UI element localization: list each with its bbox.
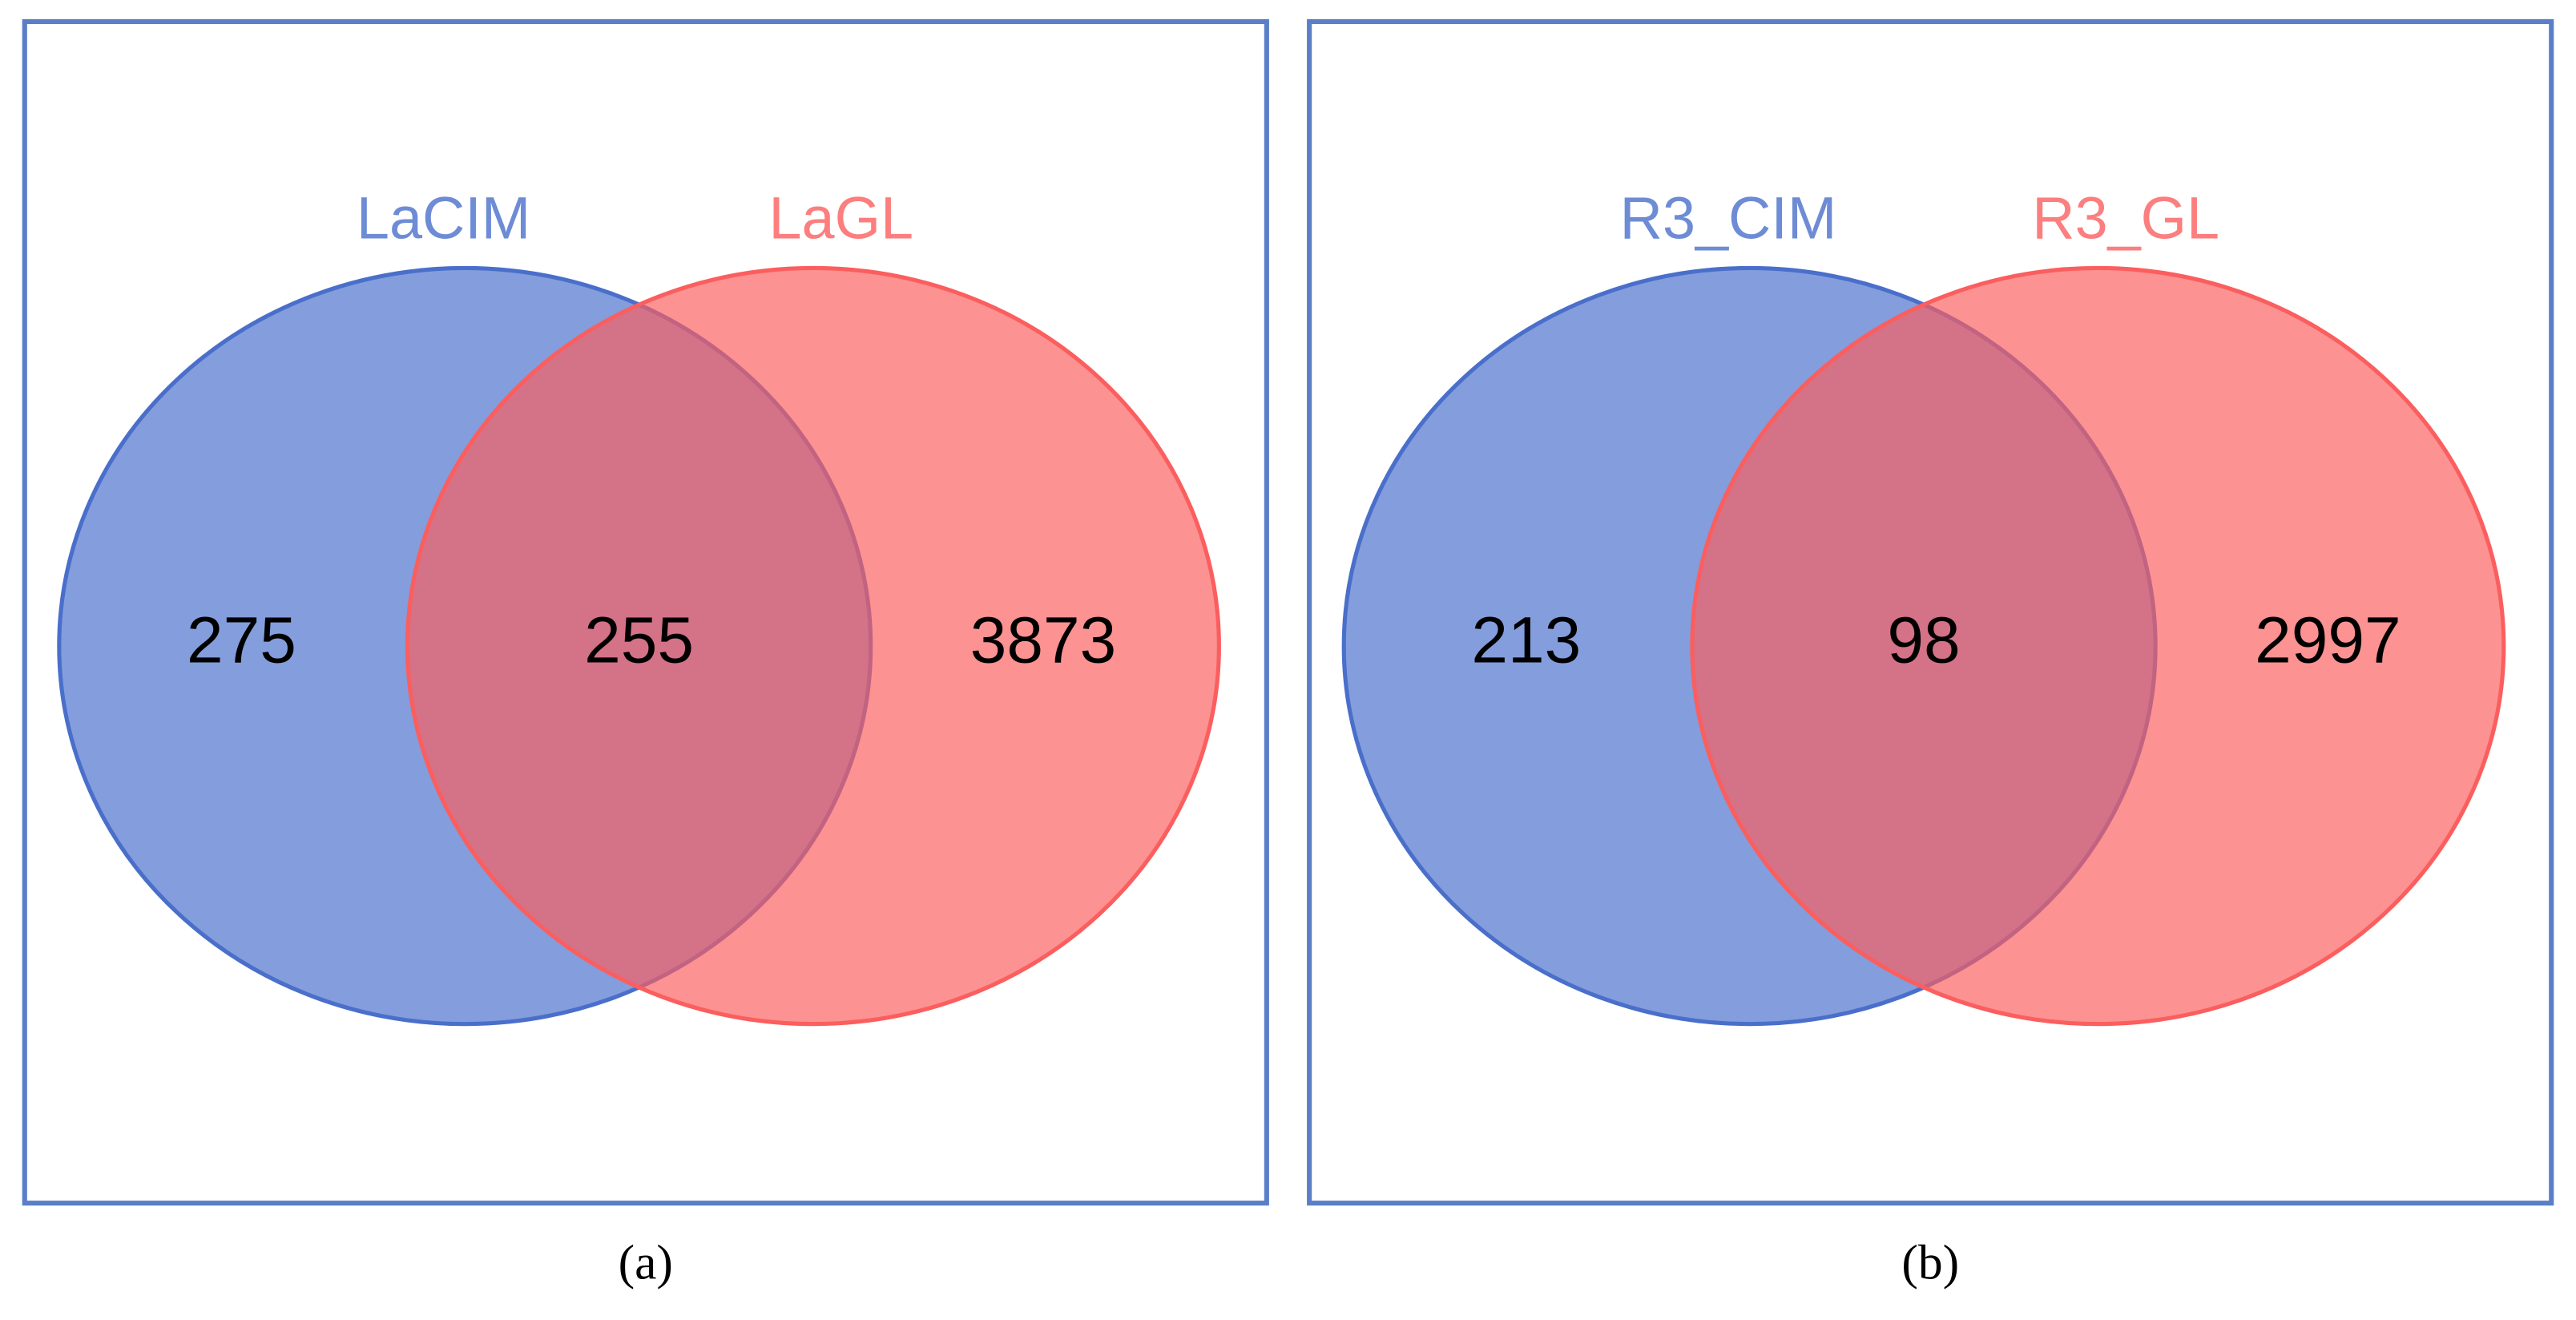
region-count: 213 [1471, 604, 1581, 677]
panel-label: (a) [619, 1235, 673, 1290]
set-label: LaCIM [357, 185, 530, 252]
region-count: 98 [1887, 604, 1960, 677]
region-count: 3873 [970, 604, 1116, 677]
region-count: 255 [584, 604, 694, 677]
set-circle [405, 265, 1221, 1027]
panel-frame [22, 18, 1269, 1206]
region-count: 2997 [2255, 604, 2401, 677]
panel-label: (b) [1901, 1235, 1959, 1290]
venn-panel: LaCIM LaGL 275 255 3873 (a) [22, 18, 1269, 1290]
set-circle [1690, 265, 2506, 1027]
set-label: R3_GL [2032, 185, 2219, 252]
panel-frame [1307, 18, 2554, 1206]
set-label: R3_CIM [1620, 185, 1837, 252]
venn-panel: R3_CIM R3_GL 213 98 2997 (b) [1307, 18, 2554, 1290]
set-label: LaGL [769, 185, 914, 252]
region-count: 275 [187, 604, 296, 677]
